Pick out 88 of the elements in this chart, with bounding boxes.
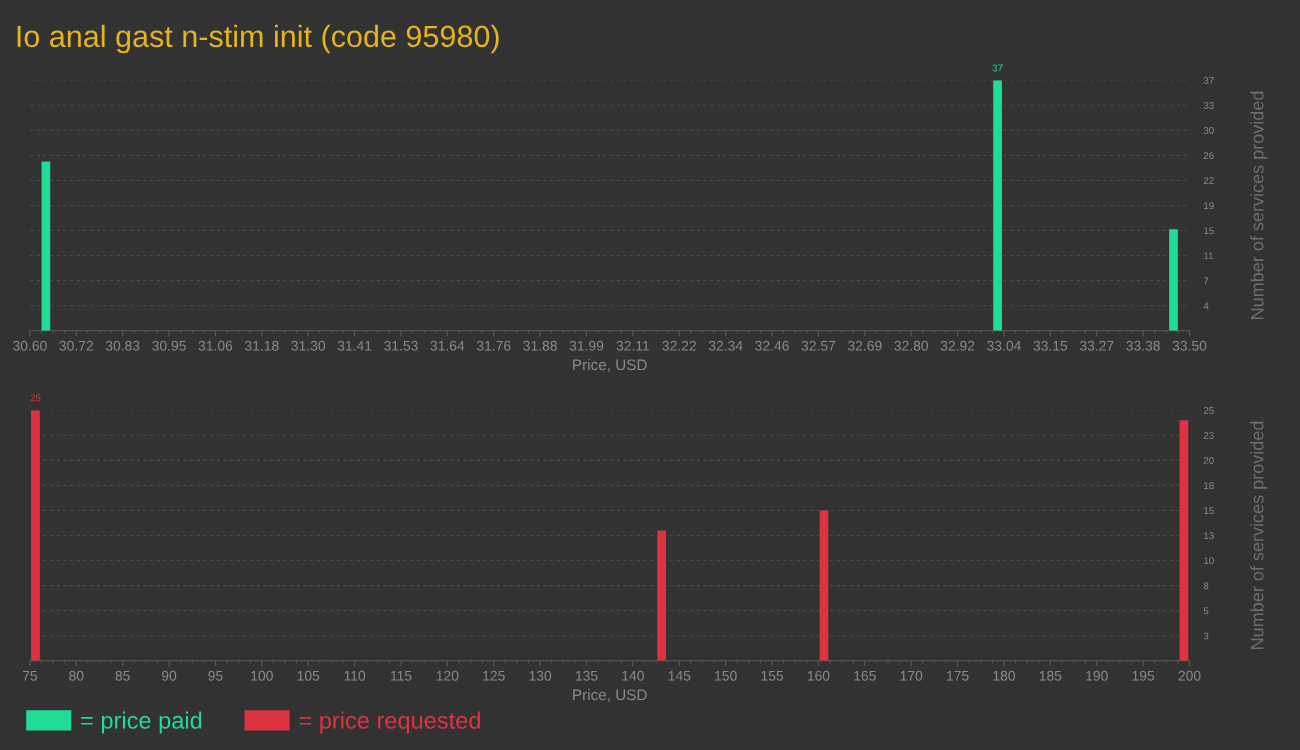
x-tick-label: 175 <box>947 670 969 681</box>
x-tick-label: 100 <box>251 670 273 681</box>
x-tick-label: 33.50 <box>1172 340 1207 351</box>
legend-label: = price paid <box>81 711 202 734</box>
x-axis-title: Price, USD <box>573 688 647 702</box>
y-tick-label: 37 <box>1203 76 1214 84</box>
x-tick-label: 80 <box>69 670 84 681</box>
x-tick-label: 32.46 <box>755 340 789 351</box>
x-tick-label: 160 <box>807 670 830 681</box>
x-tick-label: 115 <box>390 670 412 681</box>
y-tick-label: 10 <box>1204 557 1214 565</box>
x-tick-label: 33.27 <box>1079 340 1114 351</box>
x-tick-label: 33.15 <box>1033 340 1068 351</box>
x-tick-label: 125 <box>483 670 505 681</box>
x-tick-label: 31.76 <box>476 340 511 351</box>
x-tick-label: 32.57 <box>801 340 836 351</box>
bar <box>31 410 40 661</box>
x-tick-label: 31.53 <box>384 340 418 351</box>
data-label: 25 <box>30 394 41 402</box>
x-tick-label: 145 <box>668 670 691 681</box>
x-tick-label: 32.34 <box>708 340 743 351</box>
y-tick-label: 26 <box>1203 152 1214 160</box>
x-tick-label: 30.60 <box>13 340 47 351</box>
x-tick-label: 30.95 <box>152 340 186 351</box>
bar <box>819 510 829 661</box>
y-tick-label: 18 <box>1204 482 1214 490</box>
y-tick-label: 3 <box>1203 632 1209 640</box>
data-label: 37 <box>992 64 1003 72</box>
x-tick-label: 31.88 <box>523 340 557 351</box>
x-tick-label: 32.69 <box>847 340 882 351</box>
x-tick-label: 185 <box>1039 670 1062 681</box>
bar <box>41 161 51 331</box>
y-axis-title: Number of services provided <box>1250 91 1268 319</box>
y-tick-label: 11 <box>1204 252 1214 260</box>
chart-title: Io anal gast n-stim init (code 95980) <box>17 24 499 54</box>
y-tick-label: 15 <box>1204 227 1214 235</box>
bar <box>1179 420 1189 661</box>
y-tick-label: 8 <box>1203 582 1209 590</box>
y-tick-label: 19 <box>1204 202 1214 210</box>
x-tick-label: 180 <box>993 670 1016 681</box>
x-tick-label: 90 <box>161 670 177 681</box>
x-tick-label: 31.30 <box>291 340 326 351</box>
legend-label: = price requested <box>299 711 480 734</box>
x-tick-label: 33.38 <box>1126 340 1160 351</box>
y-tick-label: 33 <box>1203 102 1214 109</box>
x-tick-label: 32.22 <box>662 340 696 351</box>
x-tick-label: 120 <box>436 670 459 681</box>
x-tick-label: 85 <box>115 670 130 681</box>
x-tick-label: 165 <box>854 670 876 681</box>
bar <box>1169 229 1178 331</box>
x-tick-label: 31.06 <box>198 340 233 351</box>
x-tick-label: 75 <box>22 670 38 681</box>
y-tick-label: 13 <box>1204 532 1214 540</box>
x-axis-title: Price, USD <box>573 358 647 372</box>
x-tick-label: 30.83 <box>105 340 140 351</box>
x-tick-label: 140 <box>622 670 644 681</box>
x-tick-label: 155 <box>761 670 784 681</box>
y-tick-label: 23 <box>1203 432 1214 439</box>
x-tick-label: 32.92 <box>940 340 975 351</box>
x-tick-label: 130 <box>529 670 552 681</box>
y-tick-label: 25 <box>1203 406 1214 414</box>
x-tick-label: 31.64 <box>430 340 465 351</box>
y-tick-label: 5 <box>1203 607 1209 615</box>
y-tick-label: 15 <box>1204 507 1214 515</box>
y-tick-label: 7 <box>1203 277 1209 285</box>
x-tick-label: 170 <box>900 670 923 681</box>
y-tick-label: 22 <box>1203 177 1214 184</box>
y-tick-label: 30 <box>1203 127 1214 134</box>
bar <box>657 530 666 661</box>
x-tick-label: 30.72 <box>59 340 93 351</box>
x-tick-label: 105 <box>297 670 320 681</box>
x-tick-label: 31.99 <box>569 340 604 351</box>
x-tick-label: 200 <box>1178 670 1201 681</box>
y-tick-label: 20 <box>1203 457 1214 464</box>
y-tick-label: 4 <box>1203 302 1209 310</box>
bar <box>993 80 1002 331</box>
x-tick-label: 110 <box>344 670 366 681</box>
x-tick-label: 32.11 <box>616 340 650 351</box>
x-tick-label: 150 <box>715 670 737 681</box>
x-tick-label: 33.04 <box>987 340 1021 351</box>
x-tick-label: 95 <box>208 670 223 681</box>
x-tick-label: 31.41 <box>337 340 372 351</box>
x-tick-label: 190 <box>1086 670 1108 681</box>
x-tick-label: 135 <box>575 670 598 681</box>
x-tick-label: 195 <box>1132 670 1155 681</box>
x-tick-label: 32.80 <box>894 340 929 351</box>
y-axis-title: Number of services provided <box>1250 421 1268 649</box>
x-tick-label: 31.18 <box>244 340 279 351</box>
